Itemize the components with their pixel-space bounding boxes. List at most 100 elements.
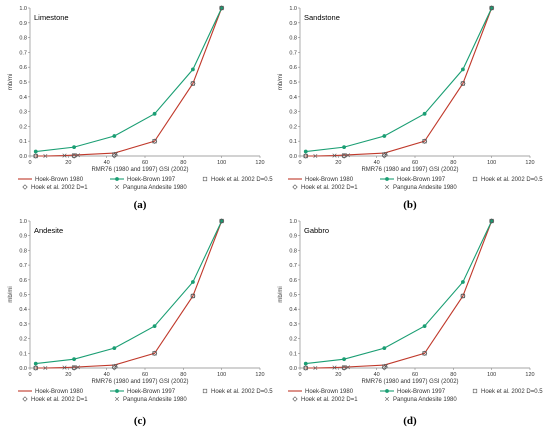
data-point [114, 363, 119, 368]
data-point [422, 111, 427, 116]
data-point [75, 153, 80, 158]
legend-label: Panguna Andesite 1980 [393, 185, 457, 191]
x-tick-label: 100 [217, 160, 226, 166]
data-point [382, 152, 387, 157]
legend-label: Hoek-Brown 1997 [127, 389, 176, 395]
legend-marker [292, 396, 298, 402]
legend-label: Panguna Andesite 1980 [393, 397, 457, 403]
data-point [71, 153, 77, 159]
x-tick-label: 120 [255, 160, 264, 166]
x-axis-label: RMR76 (1980 and 1997) GSI (2002) [361, 379, 458, 385]
chart-panel: 0.0 0.1 0.2 0.3 0.4 0.5 0.6 0.7 0.8 0.9 1.0 0 20 40 60… [278, 5, 543, 211]
chart-panel: 0.0 0.1 0.2 0.3 0.4 0.5 0.6 0.7 0.8 0.9 1.0 0 20 40 60… [278, 218, 543, 427]
data-point [71, 365, 77, 371]
data-point [190, 293, 196, 299]
series-hoek-brown-1997 [33, 219, 224, 366]
x-tick-label: 100 [487, 160, 496, 166]
data-point [332, 365, 337, 370]
data-point [489, 218, 495, 224]
chart-panel: 0.0 0.1 0.2 0.3 0.4 0.5 0.6 0.7 0.8 0.9 1.0 0 20 40 60… [8, 218, 273, 427]
legend-label: Hoek et al. 2002 D=1 [31, 185, 88, 191]
data-point [421, 350, 428, 356]
data-point [303, 149, 308, 154]
y-tick-label: 0.2 [19, 337, 27, 343]
y-tick-label: 0.3 [289, 110, 297, 116]
x-tick-label: 120 [525, 372, 534, 378]
data-point [303, 153, 309, 159]
series-hoek-et-al-2002-d-1 [303, 5, 495, 159]
data-point [151, 138, 158, 144]
data-point [345, 365, 350, 370]
legend-marker [384, 184, 390, 190]
y-tick-label: 0.5 [19, 80, 27, 86]
chart-panel: 0.0 0.1 0.2 0.3 0.4 0.5 0.6 0.7 0.8 0.9 1.0 0 20 40 60… [8, 5, 273, 211]
x-tick-label: 20 [335, 160, 341, 166]
legend-marker [115, 389, 119, 393]
data-point [191, 280, 195, 284]
data-point [33, 149, 38, 154]
legend-label: Panguna Andesite 1980 [123, 185, 187, 191]
series-panguna-andesite-1980 [43, 151, 119, 159]
panel-title: Limestone [34, 13, 69, 22]
x-tick-label: 80 [450, 160, 456, 166]
legend-marker [202, 176, 208, 182]
x-tick-label: 80 [180, 160, 186, 166]
data-point [43, 153, 48, 159]
legend-label: Hoek et al. 2002 D=1 [301, 185, 358, 191]
y-axis-label: mb/mi [8, 286, 14, 302]
legend-label: Hoek et al. 2002 D=0.5 [481, 389, 543, 395]
y-tick-label: 0.7 [19, 263, 27, 269]
y-tick-label: 0.8 [19, 36, 27, 42]
data-point [461, 67, 465, 72]
y-tick-label: 0.4 [19, 307, 27, 313]
legend-marker [22, 396, 28, 402]
x-tick-label: 60 [412, 372, 418, 378]
y-tick-label: 0.3 [289, 322, 297, 328]
series-line [305, 7, 493, 153]
data-point [341, 365, 347, 371]
x-axis-label: RMR76 (1980 and 1997) GSI (2002) [361, 167, 458, 173]
legend-label: Hoek-Brown 1997 [397, 177, 446, 183]
y-tick-label: 0.8 [289, 36, 297, 42]
legend: Hoek-Brown 1980 Hoek-Brown 1997 Hoek et al… [18, 176, 273, 191]
y-tick-label: 0.4 [289, 95, 297, 101]
data-point [382, 346, 387, 351]
legend-label: Hoek-Brown 1980 [35, 389, 84, 395]
legend-marker [385, 177, 389, 181]
y-tick-label: 1.0 [19, 6, 27, 12]
x-tick-label: 0 [298, 160, 301, 166]
data-point [111, 365, 117, 371]
y-tick-label: 0.9 [19, 234, 27, 240]
series-hoek-et-al-2002-d-1 [303, 218, 495, 371]
y-tick-label: 0.5 [289, 293, 297, 299]
y-tick-label: 0.3 [19, 322, 27, 328]
y-tick-label: 0.7 [289, 263, 297, 269]
y-tick-label: 0.0 [289, 154, 297, 160]
x-tick-label: 60 [142, 160, 148, 166]
data-point [75, 365, 80, 370]
data-point [72, 145, 76, 150]
y-tick-label: 0.9 [289, 234, 297, 240]
x-tick-label: 40 [104, 160, 110, 166]
panel-title: Andesite [34, 226, 63, 235]
data-point [460, 293, 466, 299]
x-tick-label: 40 [374, 160, 380, 166]
legend-marker [115, 177, 119, 181]
y-tick-label: 0.1 [19, 351, 27, 357]
legend-marker [114, 184, 120, 190]
series-panguna-andesite-1980 [43, 363, 119, 371]
series-line [305, 220, 493, 365]
series-hoek-brown-1980 [305, 7, 493, 157]
x-tick-label: 80 [450, 372, 456, 378]
data-point [33, 365, 39, 371]
series-panguna-andesite-1980 [313, 363, 389, 371]
x-tick-label: 0 [298, 372, 301, 378]
data-point [219, 218, 225, 224]
panel-label: (b) [403, 199, 417, 211]
legend: Hoek-Brown 1980 Hoek-Brown 1997 Hoek et al… [18, 388, 273, 403]
data-point [303, 365, 309, 371]
data-point [421, 138, 428, 144]
series-line [305, 7, 493, 157]
